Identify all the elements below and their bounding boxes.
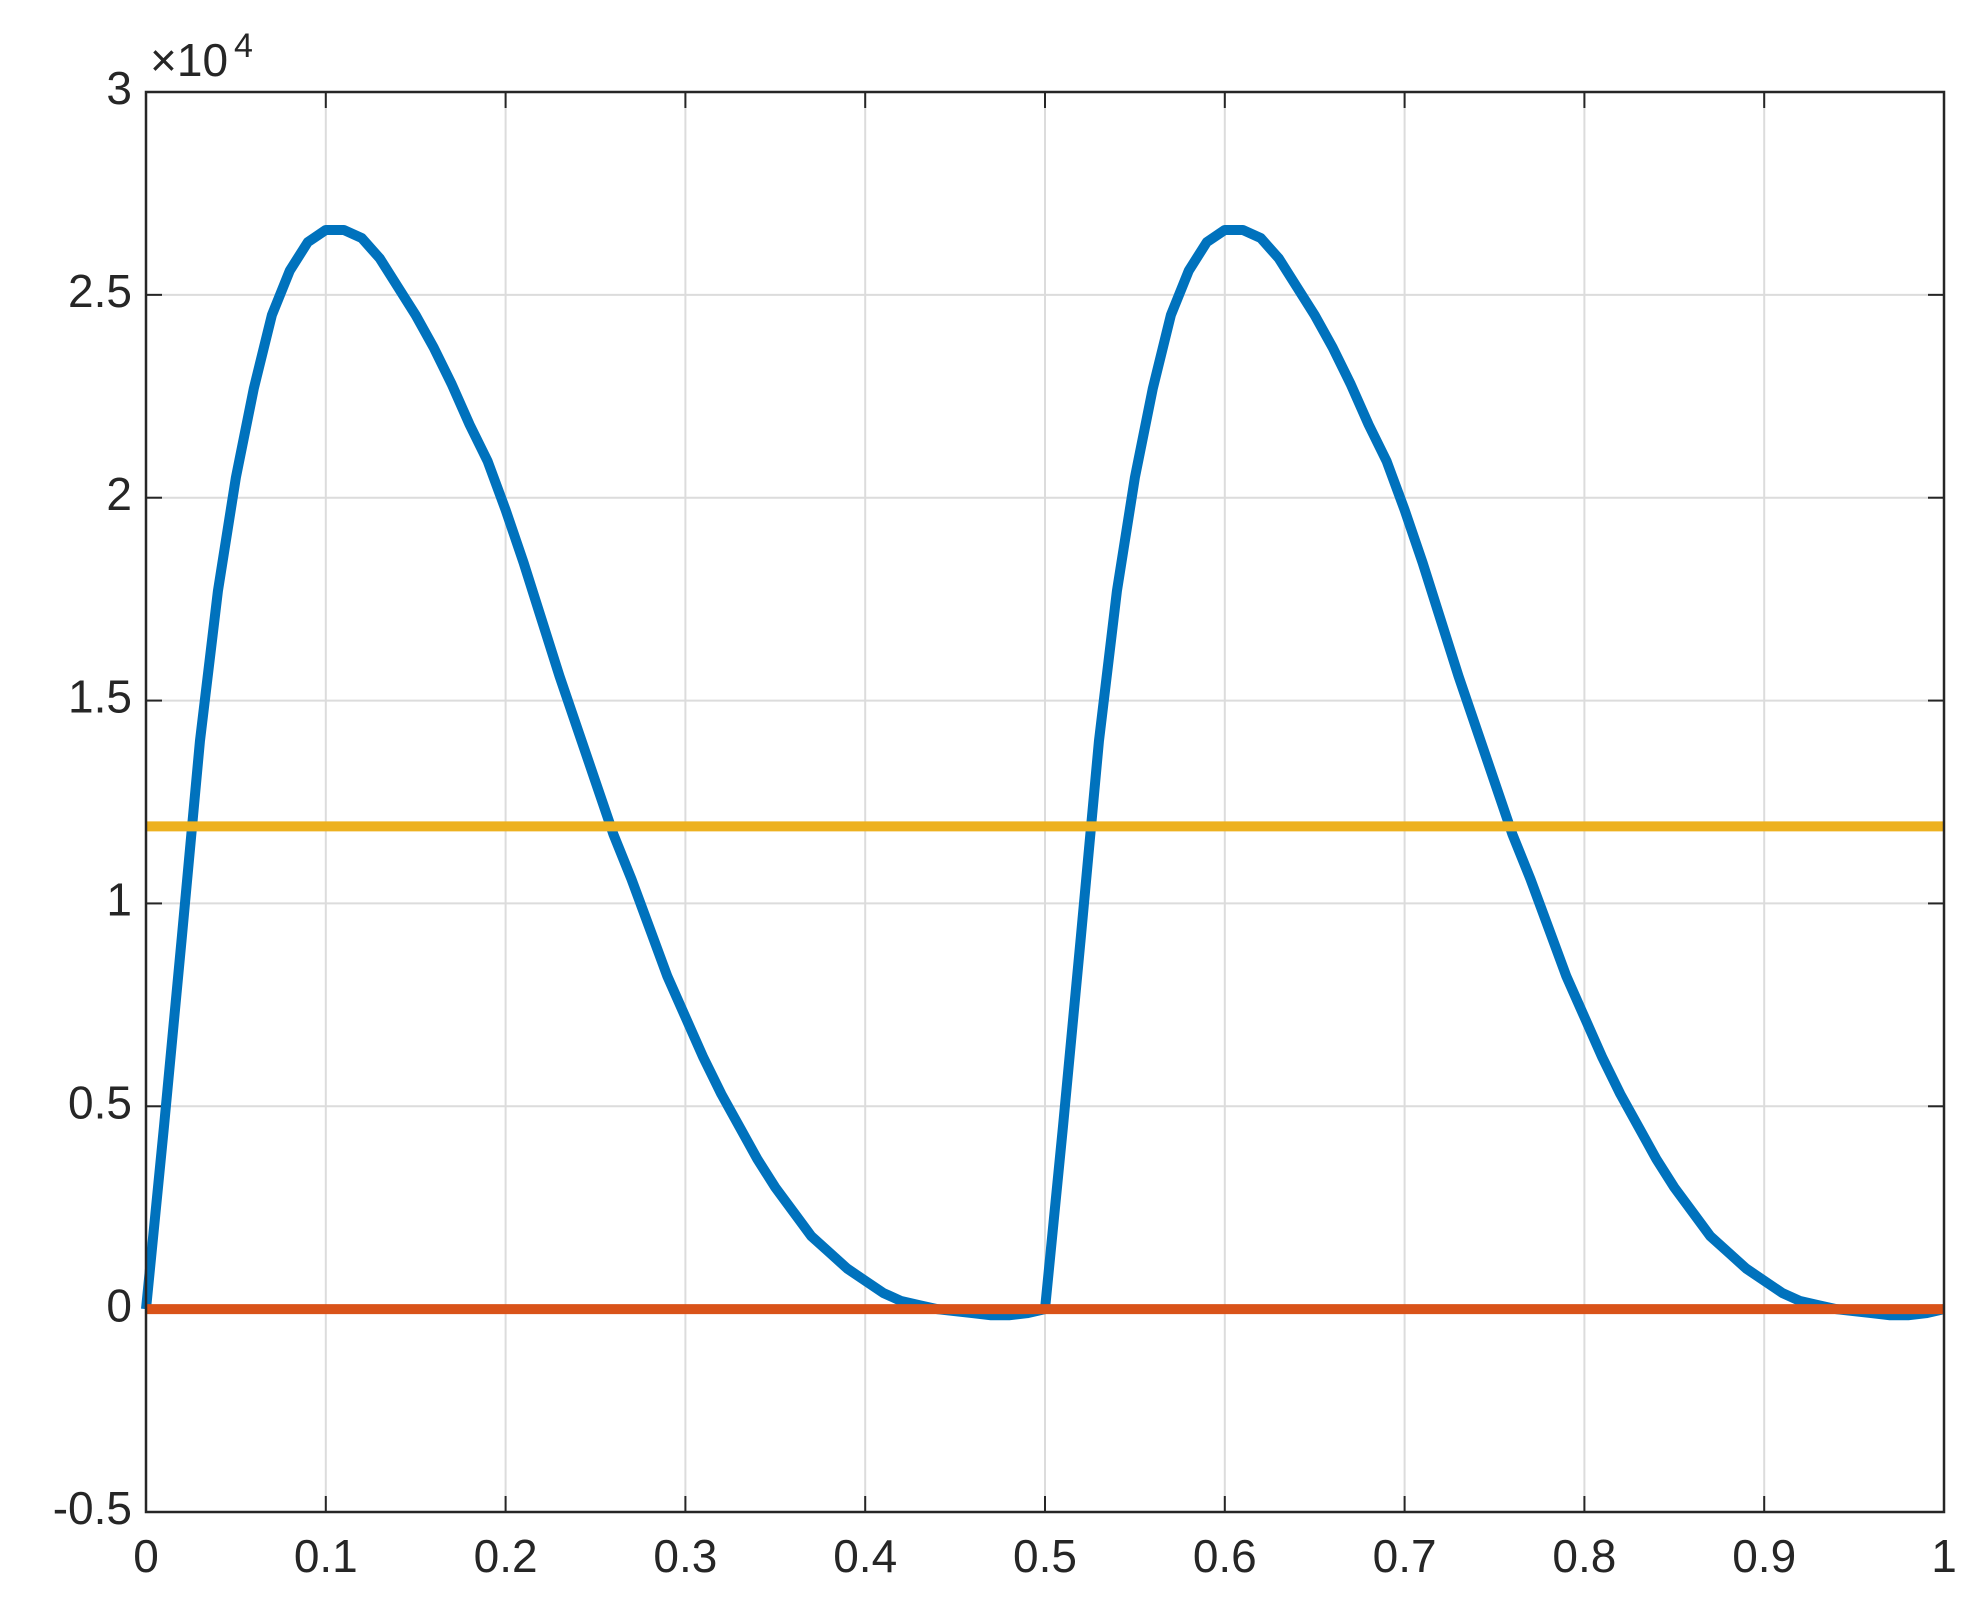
y-tick-label: 2.5 (68, 265, 132, 317)
x-tick-label: 0.9 (1732, 1530, 1796, 1582)
x-tick-label: 0.8 (1552, 1530, 1616, 1582)
x-tick-label: 0.6 (1193, 1530, 1257, 1582)
plot-frame (144, 90, 1946, 1514)
y-tick-label: 0 (106, 1279, 132, 1331)
x-tick-label: 0.1 (294, 1530, 358, 1582)
x-tick-label: 0.4 (833, 1530, 897, 1582)
x-tick-label: 0.2 (474, 1530, 538, 1582)
y-tick-label: 1.5 (68, 671, 132, 723)
y-tick-label: 0.5 (68, 1076, 132, 1128)
x-tick-label: 0.3 (653, 1530, 717, 1582)
y-exponent-base: ×10 (150, 34, 228, 86)
y-tick-label: 1 (106, 874, 132, 926)
x-tick-label: 0.5 (1013, 1530, 1077, 1582)
x-tick-label: 1 (1931, 1530, 1957, 1582)
y-tick-label: 2 (106, 468, 132, 520)
y-tick-label: -0.5 (53, 1482, 132, 1534)
y-exponent-power: 4 (234, 27, 253, 65)
y-tick-label: 3 (106, 62, 132, 114)
x-tick-label: 0.7 (1373, 1530, 1437, 1582)
x-tick-label: 0 (133, 1530, 159, 1582)
